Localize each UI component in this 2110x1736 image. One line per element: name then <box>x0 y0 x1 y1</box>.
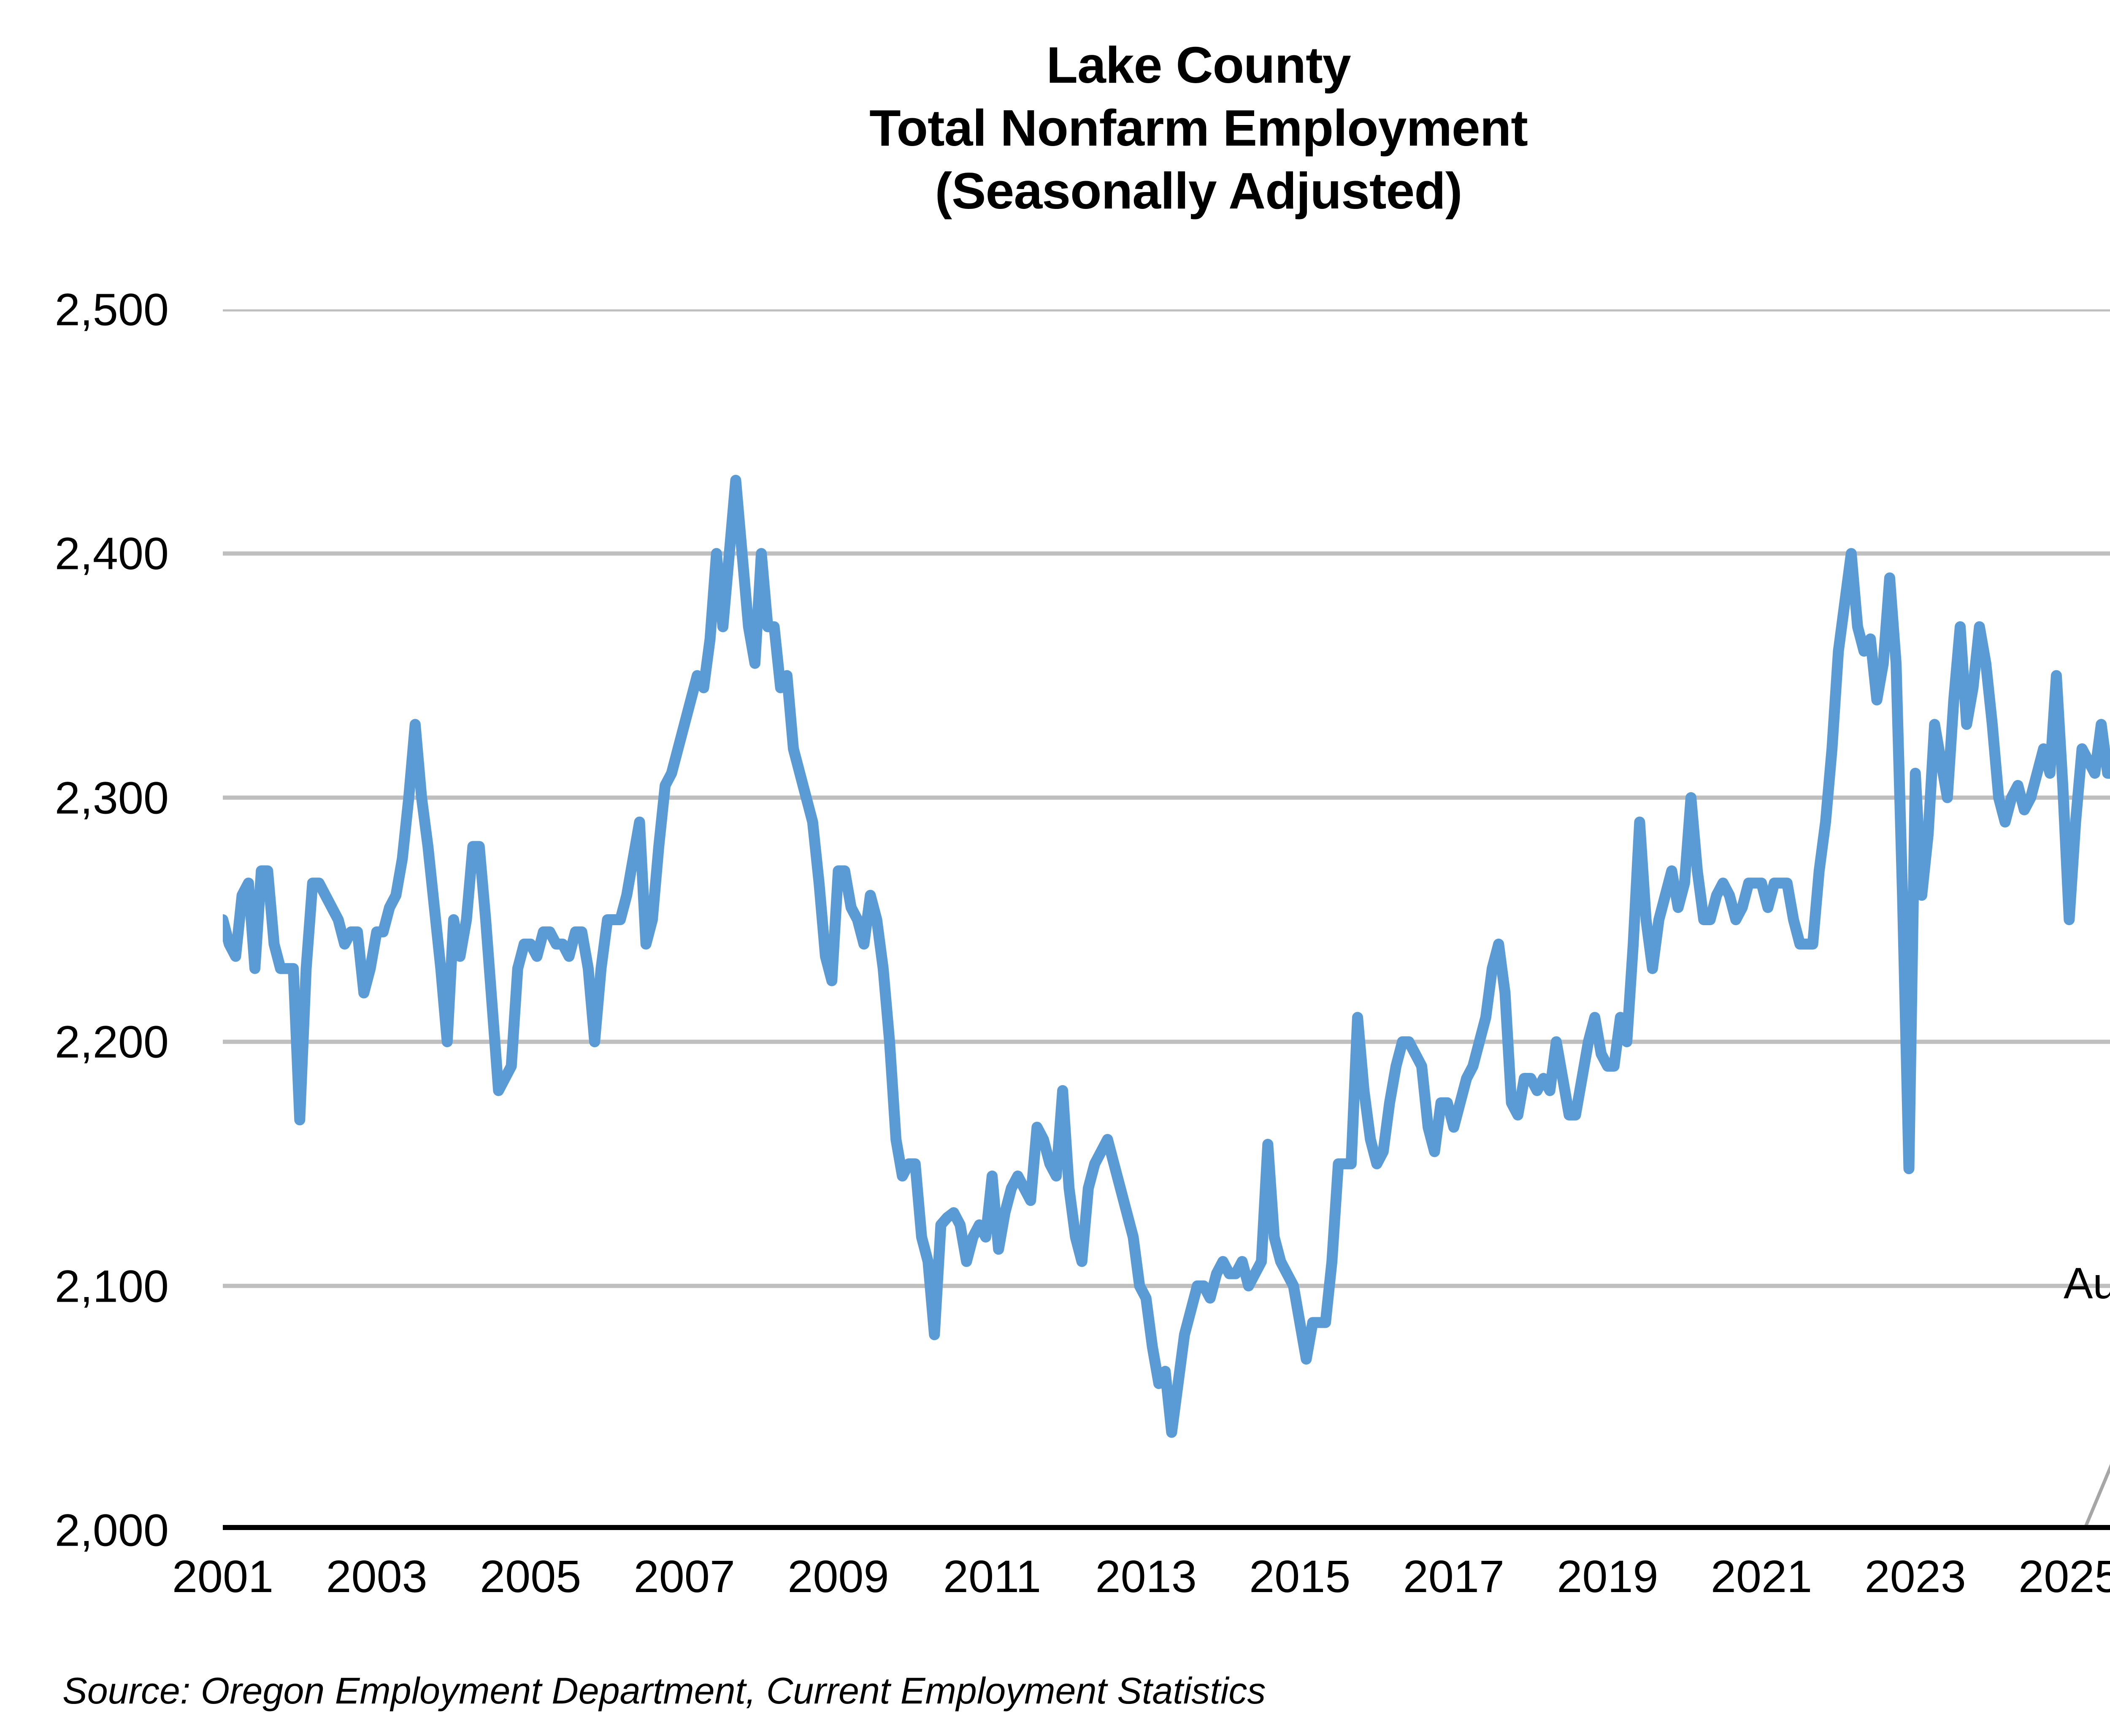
x-axis-tick-label: 2007 <box>633 1551 735 1602</box>
x-axis-tick-label: 2003 <box>326 1551 427 1602</box>
x-axis-tick-label: 2009 <box>787 1551 889 1602</box>
x-axis-tick-label: 2025 <box>2018 1551 2110 1602</box>
x-axis-tick-label: 2011 <box>943 1551 1041 1602</box>
chart-title: Lake County Total Nonfarm Employment (Se… <box>0 34 2110 222</box>
y-axis-labels: 2,000 2,100 2,200 2,300 2,400 2,500 <box>0 284 198 1556</box>
x-axis-tick-label: 2019 <box>1557 1551 1658 1602</box>
x-axis-tick-label: 2005 <box>480 1551 582 1602</box>
x-axis-tick-label: 2017 <box>1403 1551 1504 1602</box>
title-line-1: Lake County <box>1046 36 1351 94</box>
title-line-3: (Seasonally Adjusted) <box>935 162 1463 219</box>
x-axis-tick-label: 2001 <box>172 1551 274 1602</box>
y-axis-tick-label: 2,500 <box>54 284 169 335</box>
gridlines <box>223 309 2110 1288</box>
x-axis-tick-label: 2013 <box>1095 1551 1197 1602</box>
plot-area <box>223 309 2110 1530</box>
y-axis-tick-label: 2,200 <box>54 1016 169 1067</box>
x-axis-labels: 2001 2003 2005 2007 2009 2011 2013 2015 2017 2019… <box>172 1550 2110 1622</box>
annotation-label: Aug-2025: <box>2064 1259 2110 1308</box>
y-axis-tick-label: 2,000 <box>54 1504 169 1556</box>
y-axis-tick-label: 2,400 <box>54 528 169 579</box>
source-note: Source: Oregon Employment Department, Cu… <box>62 1670 1266 1712</box>
y-axis-tick-label: 2,100 <box>54 1260 169 1312</box>
annotation-value: 2,180 <box>2009 1310 2110 1362</box>
y-axis-tick-label: 2,300 <box>54 772 169 823</box>
title-line-2: Total Nonfarm Employment <box>869 99 1528 157</box>
employment-line <box>223 474 2110 1438</box>
x-axis-tick-label: 2023 <box>1864 1551 1966 1602</box>
x-axis-tick-label: 2021 <box>1710 1551 1812 1602</box>
annotation-last-value: Aug-2025: 2,180 <box>2009 1258 2110 1361</box>
x-axis-tick-label: 2015 <box>1249 1551 1351 1602</box>
chart-svg <box>223 309 2110 1530</box>
